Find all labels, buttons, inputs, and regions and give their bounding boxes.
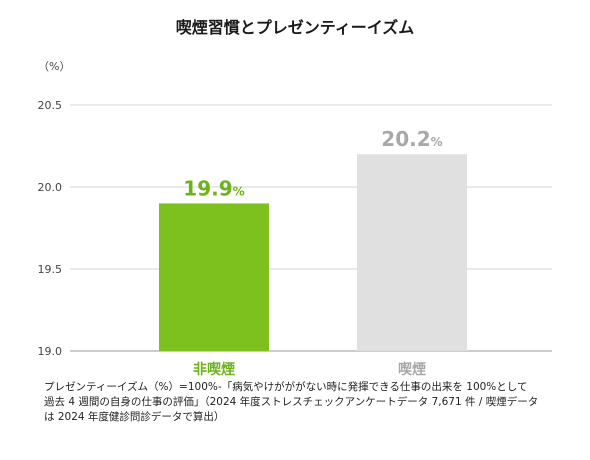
bar <box>357 154 467 351</box>
y-tick-label: 19.0 <box>38 345 63 358</box>
footnote-line-2: 過去 4 週間の自身の仕事の評価」（2024 年度ストレスチェックアンケートデー… <box>44 396 539 408</box>
x-category-label: 非喫煙 <box>193 361 235 378</box>
data-label: 19.9% <box>183 176 244 200</box>
bar <box>159 203 269 351</box>
y-tick-label: 19.5 <box>38 263 63 276</box>
footnote: プレゼンティーイズム（%）=100%-「病気やけがががない時に発揮できる仕事の出… <box>44 380 564 425</box>
y-tick-label: 20.0 <box>38 181 63 194</box>
bar-chart: 19.0 19.5 20.0 20.5 19.9% 非喫煙 20.2% 喫煙 <box>38 99 552 378</box>
footnote-line-3: は 2024 年度健診問診データで算出） <box>44 411 225 423</box>
data-label: 20.2% <box>381 127 442 151</box>
chart-title: 喫煙習慣とプレゼンティーイズム <box>175 18 415 37</box>
footnote-line-1: プレゼンティーイズム（%）=100%-「病気やけがががない時に発揮できる仕事の出… <box>44 381 528 393</box>
y-axis-unit-label: （%） <box>38 60 71 73</box>
y-tick-label: 20.5 <box>38 99 63 112</box>
x-category-label: 喫煙 <box>398 361 426 378</box>
